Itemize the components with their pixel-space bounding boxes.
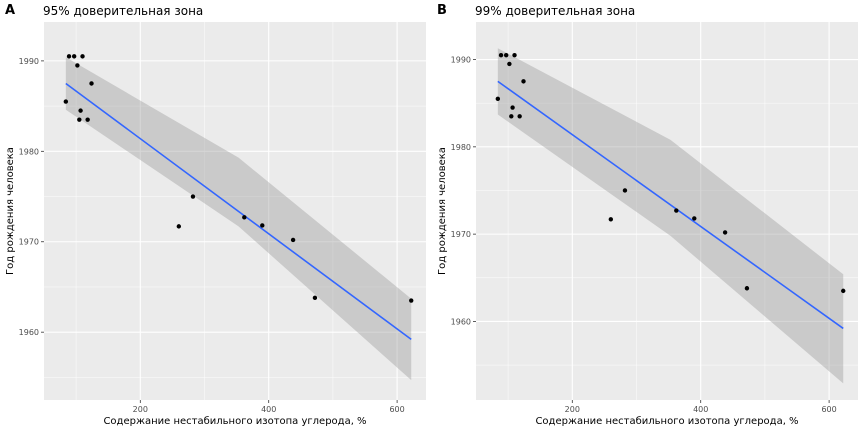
panel-a-axis-ticks: 200 400 600 1960 1970 1980 1990 (19, 57, 405, 414)
data-point (841, 288, 846, 294)
data-point (290, 237, 296, 243)
data-point (242, 215, 247, 220)
data-point (510, 105, 515, 110)
data-point (517, 114, 522, 119)
panel-a-y-tick-label: 1980 (19, 147, 39, 156)
data-point (503, 52, 509, 58)
panel-a-y-tick-label: 1960 (19, 328, 39, 337)
data-point (89, 81, 94, 86)
data-point (85, 117, 90, 122)
panel-b-gridlines (476, 22, 858, 400)
panel-b-confidence-band (497, 48, 844, 384)
panel-b-y-tick-label: 1960 (451, 317, 471, 326)
data-point (622, 188, 628, 193)
panel-b-points (495, 52, 846, 294)
panel-b-x-tick-label: 400 (693, 405, 708, 414)
panel-a-regression-line (65, 82, 412, 341)
data-point (722, 230, 728, 235)
data-point (260, 223, 265, 228)
data-point (63, 99, 69, 104)
data-point (674, 208, 679, 213)
panel-a-x-tick-label: 400 (261, 405, 276, 414)
panel-a-y-axis-label: Год рождения человека (5, 147, 16, 275)
panel-a-x-tick-label: 600 (389, 405, 404, 414)
panel-a-y-tick-label: 1990 (19, 57, 39, 66)
data-point (176, 224, 182, 229)
data-point (66, 54, 72, 59)
data-point (509, 114, 514, 119)
data-point (409, 298, 414, 303)
data-point (80, 54, 85, 59)
data-point (692, 216, 697, 221)
panel-b-y-tick-label: 1980 (451, 143, 471, 152)
data-point (78, 108, 83, 113)
data-point (190, 194, 196, 199)
panel-b-axis-ticks: 200 400 600 1960 1970 1980 1990 (451, 56, 837, 414)
data-point (498, 52, 504, 58)
panel-a-x-tick-label: 200 (133, 405, 148, 414)
panel-a-tag: A (5, 3, 15, 18)
data-point (507, 61, 512, 67)
panel-b-y-tick-label: 1990 (451, 56, 471, 65)
panel-b-tag: B (437, 3, 447, 18)
data-point (312, 295, 318, 301)
data-point (75, 63, 80, 68)
panel-b-y-axis-label: Год рождения человека (437, 147, 448, 275)
data-point (71, 54, 77, 59)
panel-b-regression-line (497, 80, 844, 330)
data-point (744, 286, 750, 291)
panel-b-plot-background (476, 22, 858, 400)
data-point (77, 117, 82, 122)
panel-b-title: 99% доверительная зона (475, 4, 635, 18)
panel-b: B 99% доверительная зона 200 400 600 1960 19… (437, 3, 858, 427)
panel-a-confidence-band (65, 57, 412, 381)
panel-a-gridlines (44, 22, 426, 400)
panel-a-x-axis-label: Содержание нестабильного изотопа углерод… (103, 416, 366, 427)
data-point (512, 52, 517, 58)
panel-a-y-tick-label: 1970 (19, 238, 39, 247)
panel-b-x-tick-label: 200 (565, 405, 580, 414)
panel-a-points (63, 54, 414, 303)
panel-a-title: 95% доверительная зона (43, 4, 203, 18)
data-point (495, 96, 501, 102)
panel-b-y-tick-label: 1970 (451, 230, 471, 239)
panel-b-x-axis-label: Содержание нестабильного изотопа углерод… (535, 416, 798, 427)
panel-a-plot-background (44, 22, 426, 400)
panel-b-x-tick-label: 600 (821, 405, 836, 414)
panel-a: A 95% доверительная зона 200 400 600 1960 19… (5, 3, 426, 427)
data-point (521, 79, 526, 84)
data-point (608, 217, 614, 222)
